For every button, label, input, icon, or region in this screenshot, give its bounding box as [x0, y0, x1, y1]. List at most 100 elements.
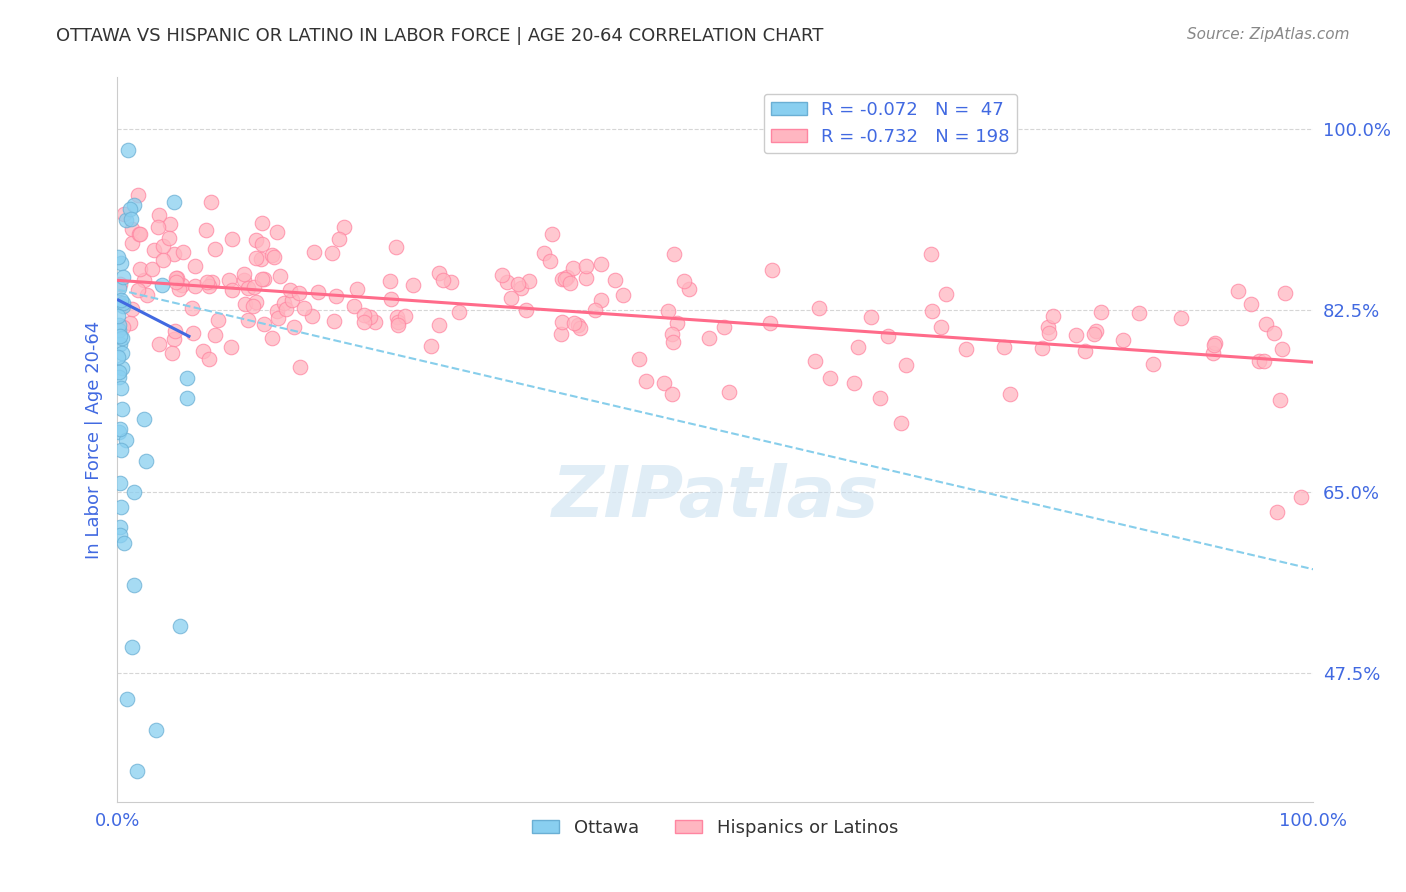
Point [108, 281, 131, 295]
Point [267, 310, 290, 325]
Point [589, 257, 612, 271]
Point [394, 310, 416, 324]
Point [540, 253, 562, 268]
Point [134, 412, 156, 426]
Point [266, 303, 288, 318]
Point [108, 475, 131, 490]
Point [583, 302, 606, 317]
Point [567, 318, 589, 332]
Point [233, 273, 256, 287]
Point [509, 281, 531, 295]
Point [121, 640, 143, 654]
Point [108, 277, 131, 292]
Point [761, 263, 783, 277]
Point [221, 232, 243, 246]
Point [346, 282, 368, 296]
Point [301, 309, 323, 323]
Point [575, 271, 598, 285]
Point [894, 358, 917, 372]
Point [419, 339, 441, 353]
Point [678, 281, 700, 295]
Point [262, 248, 284, 262]
Point [110, 528, 132, 542]
Point [204, 242, 226, 256]
Point [447, 305, 470, 319]
Point [869, 391, 891, 405]
Point [250, 252, 273, 266]
Point [152, 238, 174, 252]
Point [121, 235, 143, 250]
Point [181, 326, 204, 340]
Point [122, 578, 145, 592]
Point [165, 324, 187, 338]
Point [117, 144, 139, 158]
Point [107, 250, 129, 264]
Point [380, 292, 402, 306]
Point [110, 500, 132, 514]
Point [163, 194, 186, 209]
Point [160, 346, 183, 360]
Point [1128, 306, 1150, 320]
Point [551, 272, 574, 286]
Point [127, 764, 149, 779]
Point [108, 295, 131, 310]
Point [612, 287, 634, 301]
Point [1256, 317, 1278, 331]
Point [343, 300, 366, 314]
Point [242, 299, 264, 313]
Point [718, 384, 741, 399]
Point [803, 353, 825, 368]
Text: Source: ZipAtlas.com: Source: ZipAtlas.com [1187, 27, 1350, 42]
Point [146, 220, 169, 235]
Point [111, 331, 134, 345]
Point [496, 275, 519, 289]
Point [148, 208, 170, 222]
Point [1267, 505, 1289, 519]
Point [859, 310, 882, 325]
Point [108, 520, 131, 534]
Point [1031, 341, 1053, 355]
Point [280, 293, 302, 307]
Point [323, 314, 346, 328]
Point [1038, 326, 1060, 341]
Point [287, 285, 309, 300]
Point [550, 326, 572, 341]
Point [921, 303, 943, 318]
Point [920, 246, 942, 260]
Point [550, 315, 572, 329]
Point [114, 212, 136, 227]
Point [165, 275, 187, 289]
Point [387, 318, 409, 332]
Point [142, 243, 165, 257]
Point [195, 275, 218, 289]
Point [935, 286, 957, 301]
Point [575, 260, 598, 274]
Point [1240, 297, 1263, 311]
Point [172, 244, 194, 259]
Point [111, 346, 134, 360]
Point [218, 273, 240, 287]
Point [890, 416, 912, 430]
Point [198, 279, 221, 293]
Point [176, 392, 198, 406]
Point [183, 279, 205, 293]
Point [818, 371, 841, 385]
Point [429, 318, 451, 332]
Point [252, 272, 274, 286]
Point [128, 227, 150, 241]
Point [662, 247, 685, 261]
Point [115, 433, 138, 447]
Point [636, 375, 658, 389]
Point [569, 321, 592, 335]
Point [111, 401, 134, 416]
Point [118, 202, 141, 216]
Point [243, 280, 266, 294]
Point [665, 316, 688, 330]
Point [207, 312, 229, 326]
Point [1038, 319, 1060, 334]
Point [1253, 354, 1275, 368]
Point [108, 337, 131, 351]
Point [198, 351, 221, 366]
Point [111, 296, 134, 310]
Point [169, 619, 191, 633]
